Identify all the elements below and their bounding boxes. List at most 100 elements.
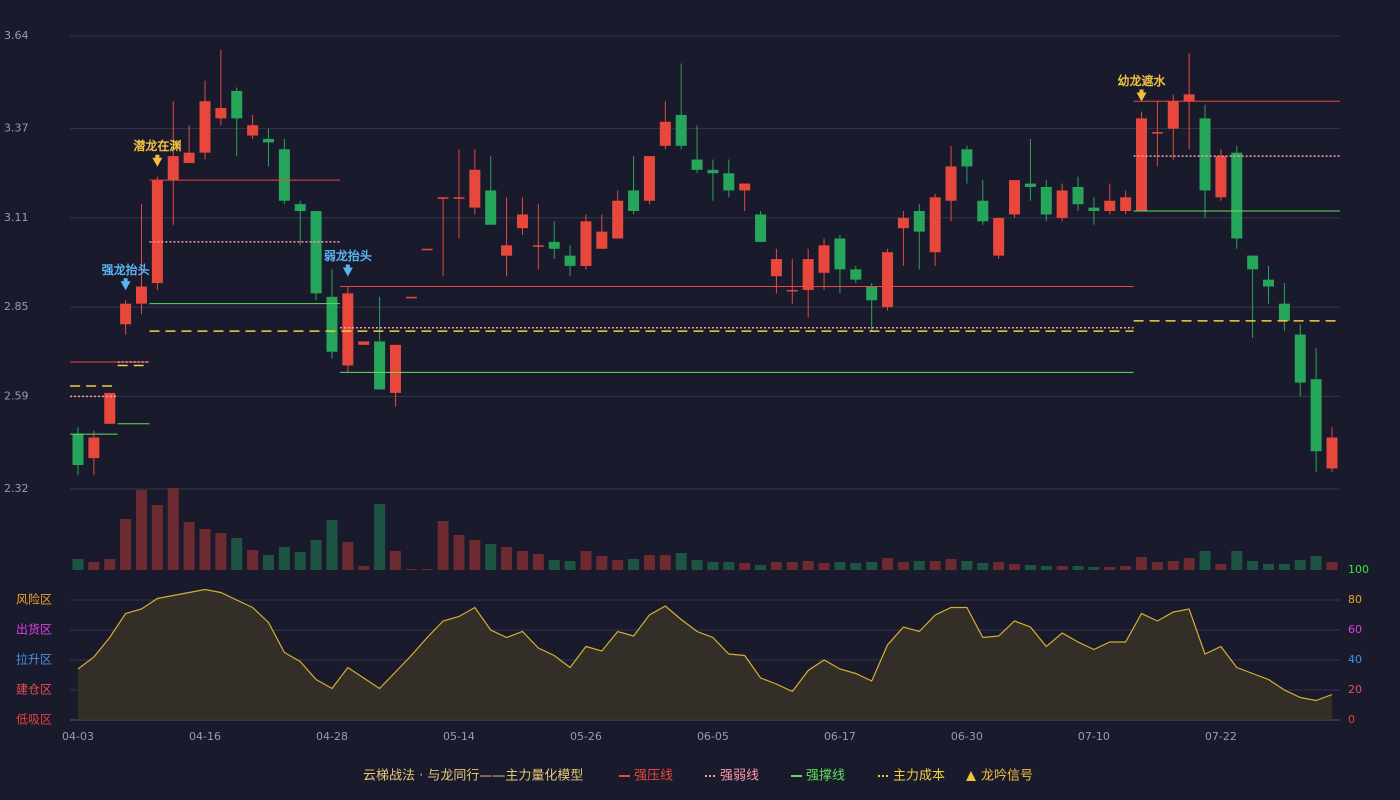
volume-bar (215, 533, 227, 570)
candle-body (326, 296, 338, 352)
candle-body (532, 245, 544, 247)
volume-bar (532, 554, 544, 570)
y2-tick-label: 40 (1348, 653, 1362, 666)
volume-bar (945, 559, 957, 570)
oscillator-line (77, 588, 1333, 702)
candle-body (786, 289, 798, 292)
volume-bar (421, 569, 433, 570)
x-tick-label: 04-03 (62, 730, 94, 743)
candle-body (628, 190, 640, 212)
volume-bar (247, 550, 259, 570)
candle-body (1104, 200, 1116, 212)
signal-arrow (152, 154, 163, 167)
volume-bar (183, 522, 195, 570)
volume-bar (961, 561, 973, 570)
x-tick-label: 06-05 (697, 730, 729, 743)
volume-bar (1183, 558, 1195, 570)
volume-bar (913, 561, 925, 570)
y-tick-label: 3.37 (4, 122, 29, 135)
candle-body (802, 259, 814, 290)
candle-body (1326, 437, 1338, 469)
volume-bar (1215, 564, 1227, 570)
volume-bar (1024, 565, 1036, 570)
volume-bar (1231, 551, 1243, 570)
volume-bar (675, 553, 687, 570)
volume-bar (834, 562, 846, 570)
candle-body (1136, 118, 1148, 212)
candle-body (675, 114, 687, 146)
signal-arrow (120, 278, 131, 291)
candle-body (1199, 118, 1211, 191)
volume-bar (405, 569, 417, 570)
volume-bar (1009, 564, 1021, 570)
volume-bar (659, 555, 671, 570)
signal-label: 弱龙抬头 (324, 248, 372, 263)
volume-bar (850, 563, 862, 570)
candle-body (278, 149, 290, 201)
legend-label: 主力成本 (893, 769, 945, 784)
volume-bar (1088, 567, 1100, 570)
candle-body (1151, 132, 1163, 134)
candle-body (1183, 94, 1195, 102)
x-tick-label: 05-14 (443, 730, 475, 743)
volume-bar (1263, 564, 1275, 570)
volume-bar (786, 562, 798, 570)
y-tick-label: 2.85 (4, 300, 29, 313)
zone-label: 出货区 (16, 622, 52, 637)
candle-body (564, 255, 576, 266)
volume-bar (929, 561, 941, 570)
legend-label: 强弱线 (720, 769, 759, 784)
candle-body (262, 138, 274, 143)
zone-label: 建仓区 (16, 683, 52, 697)
volume-bar (1310, 556, 1322, 570)
volume-bar (1247, 561, 1259, 570)
volume-bar (374, 504, 386, 570)
volume-bar (897, 562, 909, 570)
legend-label: 龙吟信号 (981, 768, 1033, 784)
candle-body (342, 293, 354, 366)
candle-body (88, 437, 100, 459)
legend-swatch (966, 771, 976, 781)
volume-bar (88, 562, 100, 570)
volume-bar (596, 556, 608, 570)
volume-bar (802, 561, 814, 570)
volume-bar (1151, 562, 1163, 570)
candle-body (1120, 197, 1132, 212)
signal-arrow (1136, 89, 1147, 102)
candle-body (437, 197, 449, 199)
candle-body (120, 303, 132, 325)
volume-bar (548, 560, 560, 570)
zone-label: 风险区 (16, 592, 52, 607)
candle-body (834, 238, 846, 270)
candle-body (1247, 255, 1259, 270)
y2-tick-label: 0 (1348, 713, 1355, 726)
volume-bar (469, 540, 481, 570)
volume-bar (199, 529, 211, 570)
candle-body (1310, 379, 1322, 452)
zone-label: 拉升区 (16, 652, 52, 667)
volume-bar (485, 544, 497, 570)
volume-bar (755, 565, 767, 570)
volume-bar (1326, 562, 1338, 570)
volume-bar (977, 563, 989, 570)
volume-bar (1278, 564, 1290, 570)
candle-body (1072, 187, 1084, 205)
volume-bar (167, 488, 179, 570)
volume-bar (1056, 566, 1068, 570)
volume-bar (231, 538, 243, 570)
volume-bar (389, 551, 401, 570)
y-tick-label: 2.32 (4, 482, 29, 495)
volume-bar (326, 520, 338, 570)
signal-label: 强龙抬头 (102, 262, 150, 277)
oscillator-area (78, 589, 1332, 720)
candle-body (850, 269, 862, 280)
candle-body (596, 231, 608, 249)
volume-bar (770, 562, 782, 570)
candle-body (1231, 152, 1243, 239)
y-tick-label: 3.64 (4, 29, 29, 42)
x-tick-label: 04-28 (316, 730, 348, 743)
candle-body (1056, 190, 1068, 218)
candle-body (866, 286, 878, 301)
candle-body (72, 434, 84, 465)
volume-bar (564, 561, 576, 570)
